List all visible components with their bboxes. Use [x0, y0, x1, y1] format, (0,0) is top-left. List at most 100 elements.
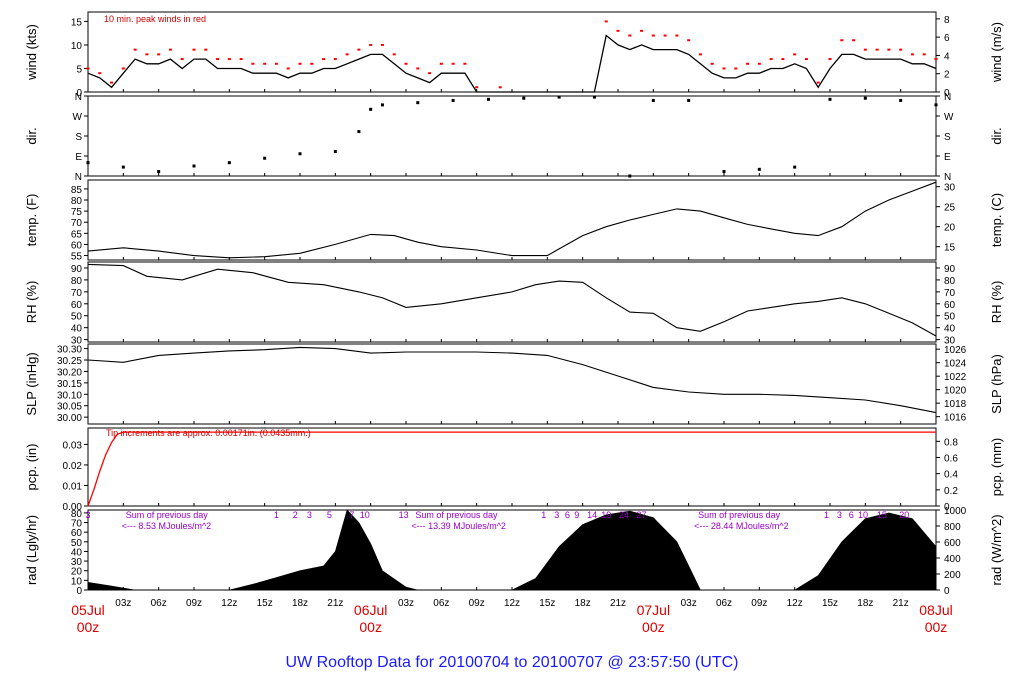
dir-point — [86, 161, 90, 165]
wind-tick-label-right: 8 — [944, 15, 950, 26]
dir-point — [369, 107, 373, 111]
x-hour-tick: 06z — [716, 598, 732, 609]
rad-ylabel-right: rad (W/m^2) — [989, 514, 1004, 585]
dir-point — [687, 98, 691, 102]
panel-slp: SLP (inHg) SLP (hPa)30.0030.0530.1030.153… — [24, 343, 1004, 425]
dir-point — [357, 130, 361, 134]
x-hour-tick: 15z — [822, 598, 838, 609]
rad-tick-label: 20 — [71, 567, 83, 578]
rad-hour-label: 6 — [849, 510, 854, 520]
wind-peak-mark — [734, 67, 738, 70]
x-hour-tick: 21z — [327, 598, 343, 609]
rad-hour-label: 27 — [637, 510, 647, 520]
dir-ylabel: dir. — [24, 127, 39, 144]
x-hour-tick: 15z — [257, 598, 273, 609]
dir-point — [263, 156, 267, 160]
wind-peak-mark — [157, 53, 161, 56]
temp-tick-label: 60 — [71, 240, 83, 251]
panel-rad: rad (Lgly/hr) rad (W/m^2)0102030405060708… — [24, 506, 1004, 597]
slp-tick-label: 30.10 — [57, 390, 82, 401]
wind-peak-mark — [322, 58, 326, 61]
wind-annotation: 10 min. peak winds in red — [104, 14, 206, 24]
wind-peak-mark — [451, 62, 455, 65]
pcp-tick-label-right: 0.4 — [944, 470, 958, 481]
rad-hour-label: 24 — [619, 510, 629, 520]
rad-tick-label-right: 0 — [944, 586, 950, 597]
rad-tick-label: 60 — [71, 528, 83, 539]
rad-hour-label: 7 — [349, 510, 354, 520]
slp-tick-label-right: 1026 — [944, 345, 967, 356]
temp-frame — [87, 179, 937, 261]
wind-peak-mark — [216, 58, 220, 61]
rad-daily-sum-title: Sum of previous day — [415, 510, 498, 520]
x-hour-tick: 21z — [893, 598, 909, 609]
wind-tick-label: 15 — [71, 17, 83, 28]
wind-peak-mark — [840, 39, 844, 42]
dir-point — [557, 95, 561, 99]
wind-peak-mark — [463, 62, 467, 65]
wind-peak-mark — [616, 29, 620, 32]
dir-point — [298, 152, 302, 156]
x-hour-tick: 03z — [681, 598, 697, 609]
temp-ylabel: temp. (F) — [24, 194, 39, 247]
rad-daily-sum-value: <--- 13.39 MJoules/m^2 — [411, 521, 506, 531]
dir-tick-label-right: W — [944, 112, 954, 123]
slp-line — [87, 346, 937, 414]
wind-peak-mark — [428, 72, 432, 75]
rad-tick-label-right: 1000 — [944, 506, 967, 517]
temp-tick-label: 85 — [71, 185, 83, 196]
dir-point — [522, 96, 526, 100]
wind-ylabel: wind (kts) — [24, 24, 39, 81]
slp-tick-label-right: 1020 — [944, 386, 967, 397]
rh-tick-label-right: 90 — [944, 264, 956, 275]
dir-tick-label-right: N — [944, 92, 951, 103]
wind-peak-mark — [769, 58, 773, 61]
wind-peak-mark — [227, 58, 231, 61]
x-date-time-tick: 00z — [77, 619, 100, 635]
wind-peak-mark — [310, 62, 314, 65]
wind-peak-mark — [498, 86, 502, 89]
pcp-tick-label: 0.00 — [63, 502, 83, 513]
wind-peak-mark — [887, 48, 891, 51]
x-hour-tick: 12z — [787, 598, 803, 609]
x-hour-tick: 18z — [292, 598, 308, 609]
wind-peak-mark — [852, 39, 856, 42]
temp-tick-label: 70 — [71, 218, 83, 229]
rad-tick-label-right: 800 — [944, 522, 961, 533]
wind-tick-label-right: 4 — [944, 51, 950, 62]
pcp-ylabel-right: pcp. (mm) — [989, 438, 1004, 497]
dir-point — [192, 164, 196, 168]
slp-tick-label-right: 1016 — [944, 413, 967, 424]
wind-peak-mark — [663, 34, 667, 37]
wind-peak-mark — [934, 58, 938, 61]
rad-tick-label: 80 — [71, 509, 83, 520]
dir-ylabel-right: dir. — [989, 127, 1004, 144]
rad-hour-label: 5 — [327, 510, 332, 520]
wind-peak-mark — [98, 72, 102, 75]
dir-point — [628, 174, 632, 178]
wind-peak-mark — [86, 67, 90, 70]
rad-tick-label: 10 — [71, 576, 83, 587]
temp-tick-label: 80 — [71, 196, 83, 207]
slp-ylabel: SLP (inHg) — [24, 352, 39, 415]
dir-point — [651, 98, 655, 102]
wind-peak-mark — [204, 48, 208, 51]
wind-peak-mark — [698, 53, 702, 56]
dir-tick-label-right: S — [944, 132, 951, 143]
rad-tick-label: 40 — [71, 547, 83, 558]
rh-ylabel-right: RH (%) — [989, 281, 1004, 324]
wind-peak-mark — [922, 53, 926, 56]
dir-tick-label: W — [73, 112, 83, 123]
wind-peak-mark — [345, 53, 349, 56]
wind-tick-label-right: 6 — [944, 33, 950, 44]
x-hour-tick: 21z — [610, 598, 626, 609]
rad-daily-sum-title: Sum of previous day — [698, 510, 781, 520]
temp-tick-label-right: 15 — [944, 243, 956, 254]
wind-peak-mark — [910, 53, 914, 56]
dir-tick-label-right: N — [944, 172, 951, 183]
wind-tick-label: 5 — [76, 64, 82, 75]
pcp-annotation: Tip increments are approx. 0.00171in. (0… — [106, 428, 311, 438]
dir-point — [899, 98, 903, 102]
slp-tick-label-right: 1018 — [944, 399, 967, 410]
dir-tick-label: S — [75, 132, 82, 143]
